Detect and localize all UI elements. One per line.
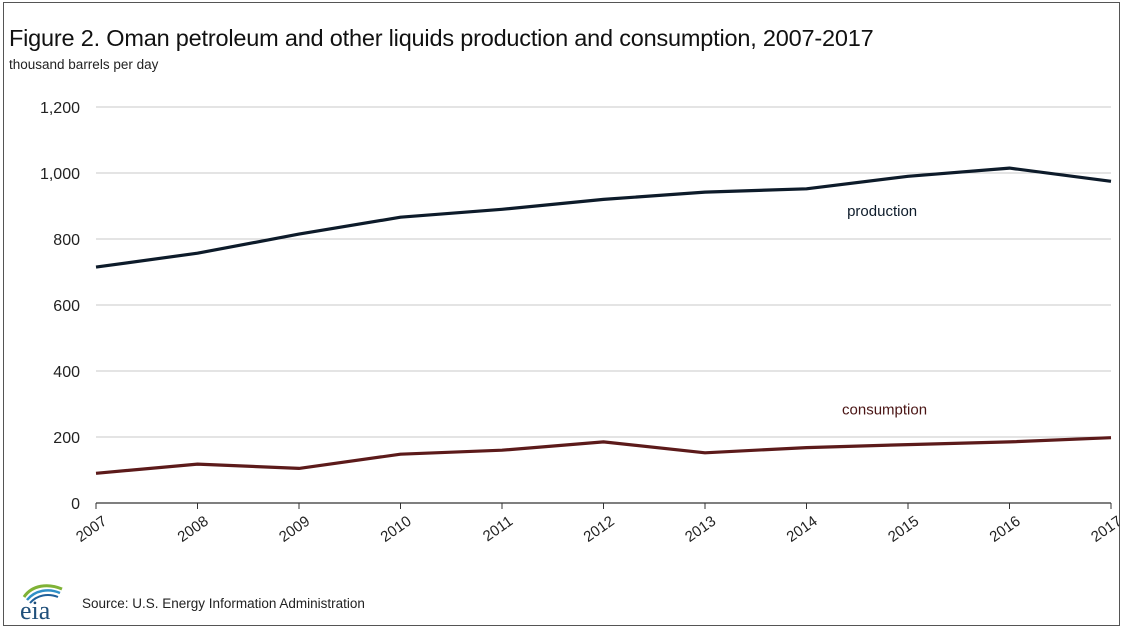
y-tick-label: 1,000 bbox=[40, 166, 80, 183]
x-tick-label: 2015 bbox=[885, 513, 922, 546]
x-tick-label: 2013 bbox=[682, 513, 719, 546]
y-tick-label: 600 bbox=[53, 298, 80, 315]
y-tick-label: 800 bbox=[53, 232, 80, 249]
x-tick-label: 2007 bbox=[73, 513, 110, 546]
series-label-consumption: consumption bbox=[842, 402, 927, 419]
x-tick-label: 2014 bbox=[784, 513, 821, 546]
y-tick-label: 0 bbox=[71, 496, 80, 513]
x-tick-label: 2017 bbox=[1088, 513, 1125, 546]
series-line-consumption bbox=[95, 436, 1112, 475]
series-label-production: production bbox=[847, 203, 917, 220]
x-tick-label: 2010 bbox=[378, 513, 415, 546]
y-tick-label: 200 bbox=[53, 430, 80, 447]
series-line-production bbox=[95, 166, 1112, 269]
x-tick-label: 2016 bbox=[987, 513, 1024, 546]
x-tick-label: 2011 bbox=[480, 513, 516, 545]
y-tick-label: 1,200 bbox=[40, 100, 80, 117]
y-tick-label: 400 bbox=[53, 364, 80, 381]
chart-subtitle: thousand barrels per day bbox=[9, 57, 159, 72]
x-tick-label: 2012 bbox=[581, 513, 618, 546]
figure-frame bbox=[3, 2, 1120, 626]
eia-logo-icon: eia bbox=[20, 584, 63, 621]
source-note: Source: U.S. Energy Information Administ… bbox=[82, 596, 365, 611]
eia-logo-text: eia bbox=[20, 596, 51, 621]
x-tick-label: 2009 bbox=[276, 513, 313, 546]
x-tick-label: 2008 bbox=[175, 513, 212, 546]
chart-title: Figure 2. Oman petroleum and other liqui… bbox=[9, 25, 874, 51]
